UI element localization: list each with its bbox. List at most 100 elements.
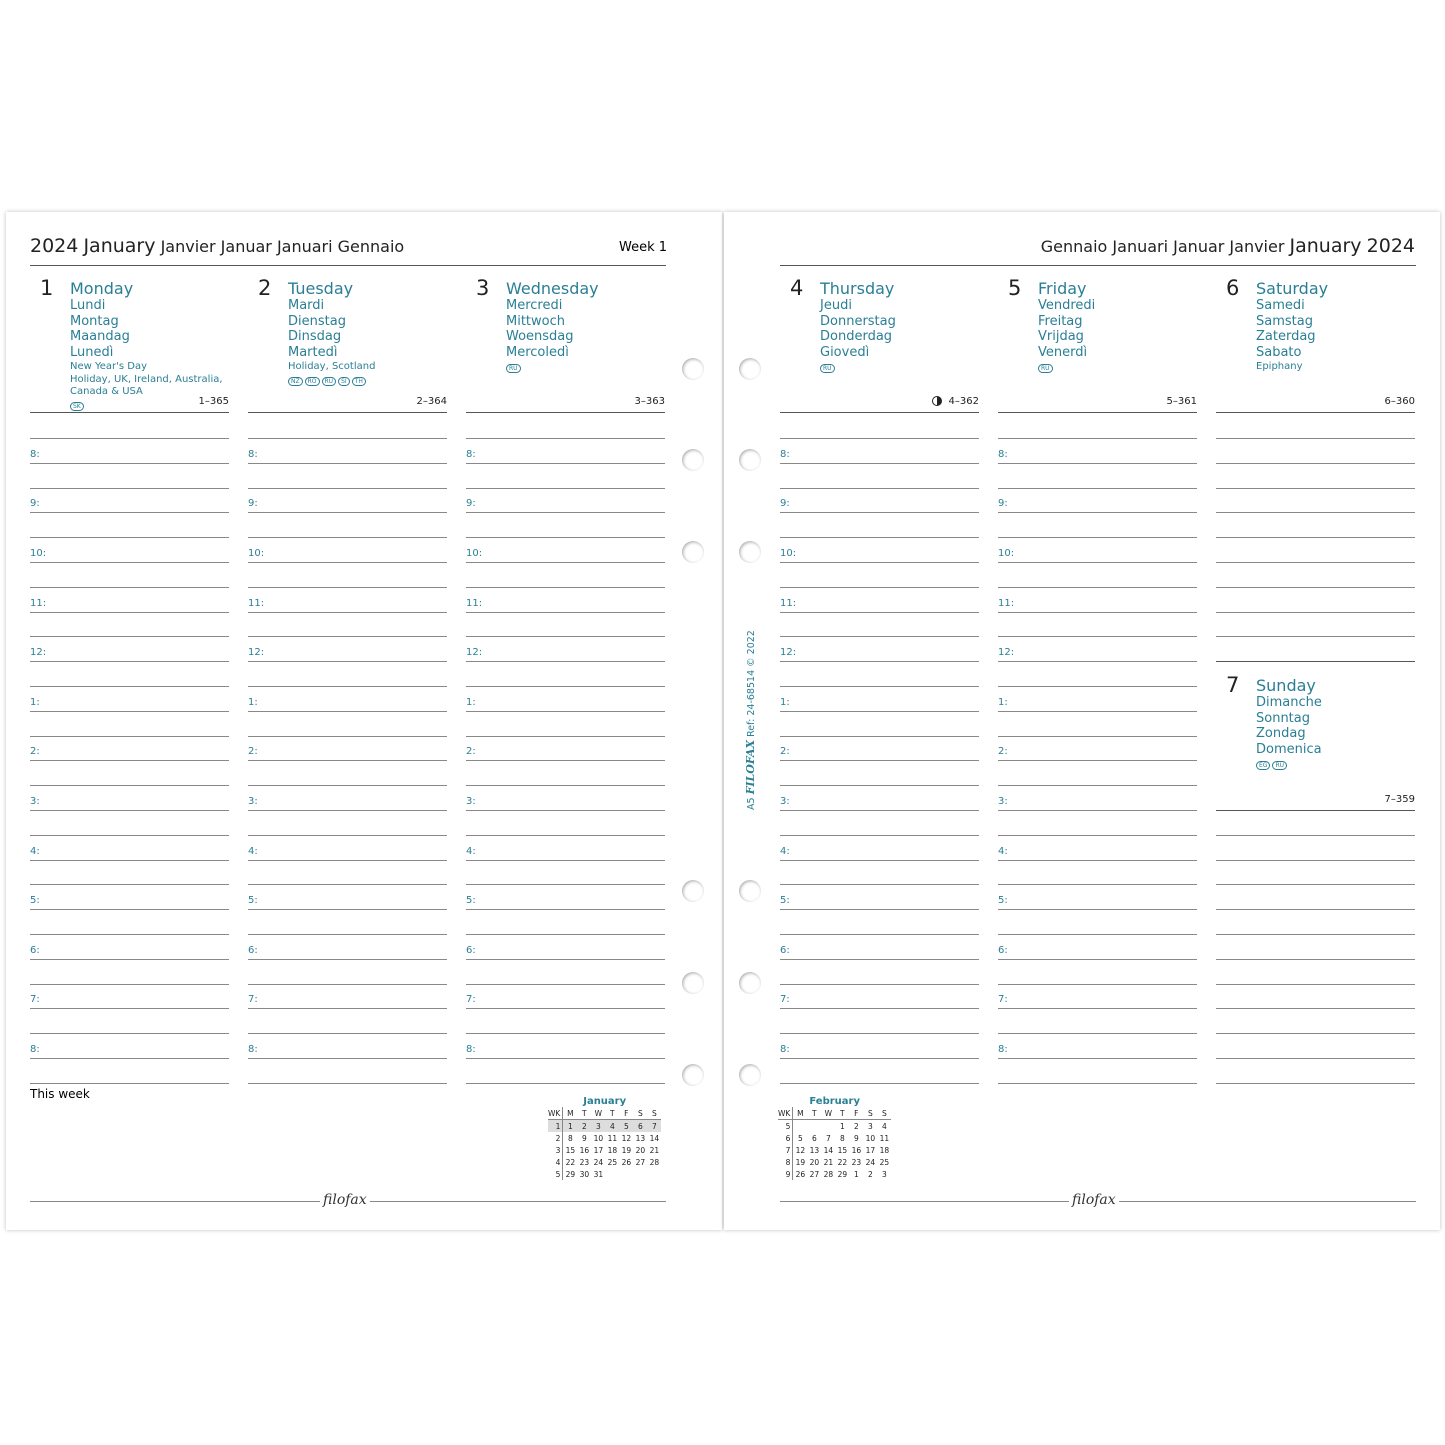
holiday-note: Holiday, UK, Ireland, Australia,	[70, 373, 223, 385]
hour-label: 2:	[780, 746, 790, 758]
writing-line	[466, 636, 665, 638]
date-cell: 7	[825, 1133, 831, 1143]
writing-line	[248, 562, 447, 563]
writing-line	[998, 487, 1197, 489]
hour-label: 8:	[30, 448, 40, 460]
hour-label: 12:	[780, 647, 797, 659]
hour-label: 5:	[998, 895, 1008, 907]
hour-label: 11:	[30, 597, 47, 609]
weekday-header: T	[807, 1107, 822, 1120]
hour-label: 9:	[248, 498, 258, 510]
writing-line	[30, 958, 229, 960]
writing-line	[998, 1058, 1197, 1059]
date-cell: 15	[565, 1145, 576, 1155]
writing-line	[780, 859, 979, 861]
weekday-header: S	[877, 1107, 892, 1120]
date-cell: 15	[837, 1145, 848, 1155]
writing-line	[998, 710, 1197, 712]
writing-line	[30, 884, 229, 886]
filofax-logo: filofax	[1069, 1192, 1119, 1208]
punch-hole	[739, 1064, 761, 1086]
writing-line	[466, 537, 665, 539]
country-badge: NZ	[288, 376, 303, 386]
writing-line	[30, 537, 229, 539]
writing-line	[30, 686, 229, 687]
day-name-translation: Lundi	[70, 298, 106, 313]
writing-line	[780, 487, 979, 489]
writing-line	[30, 810, 229, 811]
writing-line	[466, 512, 665, 514]
writing-line	[466, 810, 665, 811]
date-cell: 26	[795, 1169, 806, 1179]
country-badge: TH	[351, 376, 366, 386]
writing-line	[30, 760, 229, 762]
writing-line	[998, 810, 1197, 811]
mini-calendar-grid: WK M T W T F S S 1 1 2 3 4 5 6 7 2 8 9 10 11 12 13 14 3 15 16 17 18 1…	[548, 1107, 662, 1180]
writing-line	[248, 438, 447, 439]
mini-calendar-title: February	[809, 1096, 860, 1107]
weekday-header: W	[591, 1107, 606, 1120]
writing-line	[30, 1058, 229, 1059]
hour-label: 7:	[248, 994, 258, 1006]
day-name-translation: Lunedì	[70, 344, 114, 360]
hour-label: 8:	[780, 448, 790, 460]
hour-label: 4:	[30, 845, 40, 857]
writing-line	[780, 1058, 979, 1059]
writing-line	[998, 834, 1197, 836]
holiday-note: Canada & USA	[70, 386, 143, 397]
year: 2024	[30, 235, 79, 257]
hour-label: 9:	[466, 498, 476, 510]
day-name-translation: Donderdag	[820, 329, 893, 344]
week-number: 5	[548, 1168, 564, 1180]
hour-label: 5:	[780, 895, 790, 907]
hour-label: 10:	[30, 548, 47, 559]
writing-line	[780, 438, 979, 439]
writing-line	[248, 760, 447, 762]
writing-line	[780, 710, 979, 712]
country-badges: RU	[820, 364, 835, 373]
day-name: Sunday	[1256, 676, 1316, 695]
writing-line	[30, 710, 229, 712]
country-badges: EG RU	[1256, 761, 1288, 770]
writing-line	[1216, 512, 1415, 514]
day-number: 1	[40, 276, 54, 300]
writing-line	[248, 735, 447, 737]
date-cell: 14	[649, 1133, 660, 1143]
hour-label: 10:	[780, 548, 797, 559]
writing-line	[466, 710, 665, 712]
day-number: 3	[476, 276, 490, 300]
writing-line	[780, 760, 979, 762]
punch-hole	[739, 541, 761, 563]
writing-line	[998, 785, 1197, 787]
hour-label: 5:	[466, 895, 476, 907]
writing-line	[30, 438, 229, 439]
writing-line	[998, 884, 1197, 886]
hour-label: 3:	[466, 796, 476, 807]
day-divider	[1216, 810, 1415, 811]
day-name-translation: Vendredi	[1038, 298, 1096, 313]
writing-line	[30, 586, 229, 588]
writing-line	[466, 487, 665, 489]
day-divider	[780, 412, 979, 413]
hour-label: 8:	[466, 1044, 476, 1055]
writing-line	[248, 785, 447, 787]
punch-hole	[739, 449, 761, 471]
date-cell: 12	[621, 1133, 632, 1143]
date-cell: 19	[621, 1145, 632, 1155]
writing-line	[998, 636, 1197, 638]
day-count: 1–365	[198, 396, 229, 407]
date-cell: 20	[635, 1145, 646, 1155]
date-cell: 31	[593, 1169, 604, 1179]
date-cell: 21	[823, 1157, 834, 1167]
holiday-note: Holiday, Scotland	[288, 361, 376, 372]
writing-line	[780, 686, 979, 687]
punch-hole	[739, 880, 761, 902]
day-name-translation: Giovedì	[820, 344, 870, 360]
date-cell: 4	[881, 1121, 887, 1131]
date-cell: 26	[621, 1157, 632, 1167]
mini-calendar-february: February WK M T W T F S S 5 1 2 3 4 6 5 6 7 8 9 10 11 7 12 13 14 1…	[778, 1096, 892, 1180]
writing-line	[780, 636, 979, 638]
spine-brand: FILOFAX	[744, 739, 757, 795]
writing-line	[248, 884, 447, 886]
week-number: 9	[778, 1168, 794, 1180]
